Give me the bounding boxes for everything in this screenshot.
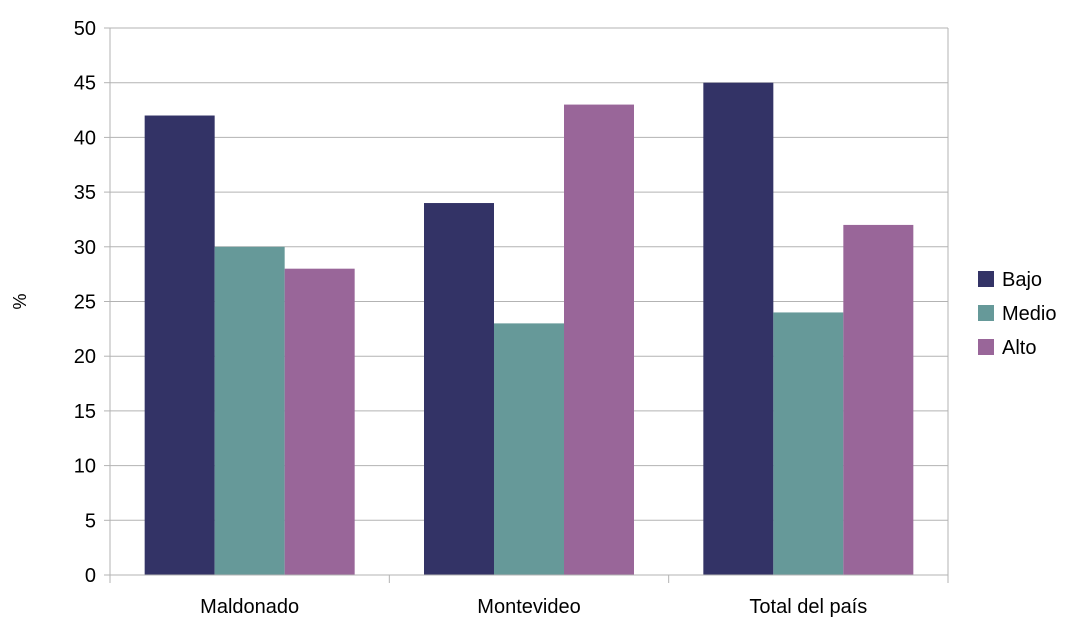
y-tick-label: 30: [74, 237, 96, 259]
legend-label-alto: Alto: [1002, 337, 1036, 359]
bar-bajo-1: [144, 115, 215, 576]
bars: [144, 82, 914, 576]
y-tick-label: 35: [74, 182, 96, 204]
legend-swatch-medio: [978, 305, 994, 321]
bar-alto-2: [564, 104, 634, 575]
legend-label-bajo: Bajo: [1002, 269, 1042, 291]
legend: Bajo Medio Alto: [978, 269, 1056, 359]
y-tick-label: 45: [74, 73, 96, 95]
x-tick-label: Maldonado: [200, 596, 299, 618]
y-tick-label: 15: [74, 401, 96, 423]
bar-medio-1: [214, 246, 285, 576]
y-tick-label: 50: [74, 18, 96, 40]
bar-medio-3: [773, 312, 844, 575]
legend-label-medio: Medio: [1002, 303, 1056, 325]
bar-medio-2: [494, 323, 564, 575]
y-tick-label: 10: [74, 456, 96, 478]
legend-swatch-bajo: [978, 271, 994, 287]
y-tick-label: 5: [85, 510, 96, 532]
x-tick-labels: Maldonado Montevideo Total del país: [200, 596, 867, 618]
bar-alto-3: [843, 224, 914, 576]
y-tick-label: 25: [74, 292, 96, 314]
legend-swatch-alto: [978, 339, 994, 355]
x-tick-label: Montevideo: [477, 596, 580, 618]
y-tick-label: 0: [85, 565, 96, 587]
y-axis-label: %: [10, 293, 30, 309]
x-tick-label: Total del país: [749, 596, 867, 618]
y-tick-label: 20: [74, 346, 96, 368]
bar-bajo-2: [424, 203, 494, 576]
bar-alto-1: [284, 268, 355, 575]
y-tick-labels: 0 5 10 15 20 25 30 35 40 45 50: [74, 18, 96, 587]
axes: [104, 27, 949, 583]
y-tick-label: 40: [74, 127, 96, 149]
bar-bajo-3: [703, 82, 774, 575]
